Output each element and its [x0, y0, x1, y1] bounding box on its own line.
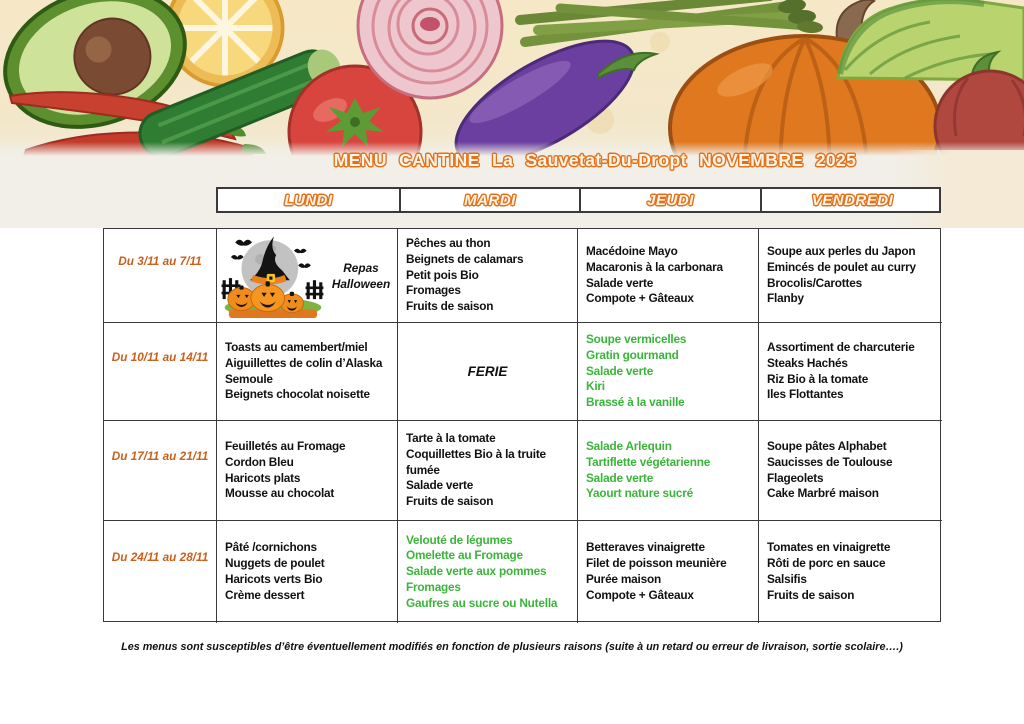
- footer-note: Les menus sont susceptibles d’être évent…: [121, 641, 903, 653]
- menu-cell-jeudi-w4: Betteraves vinaigrette Filet de poisson …: [578, 521, 759, 623]
- menu-cell-jeudi-w1: Macédoine Mayo Macaronis à la carbonara …: [578, 229, 759, 323]
- menu-cell-lundi-w3: Feuilletés au Fromage Cordon Bleu Harico…: [217, 421, 398, 521]
- day-header-vendredi: VENDREDI: [760, 189, 943, 211]
- menu-cell-vendredi-w1: Soupe aux perles du Japon Emincés de pou…: [759, 229, 942, 323]
- header-illustration: [0, 0, 1024, 228]
- vegetables-banner-illustration: [0, 0, 1024, 156]
- lettuce-illustration: [836, 0, 1024, 82]
- menu-cell-vendredi-w4: Tomates en vinaigrette Rôti de porc en s…: [767, 540, 891, 602]
- red-pepper-illustration: [933, 50, 1024, 156]
- page-title: MENU CANTINE La Sauvetat-Du-Dropt NOVEMB…: [333, 150, 857, 170]
- eggplant-illustration: [454, 39, 660, 156]
- day-header-row: LUNDI MARDI JEUDI VENDREDI: [216, 187, 941, 213]
- menu-cell-jeudi-w2: Soupe vermicelles Gratin gourmand Salade…: [578, 323, 759, 421]
- menu-table: Du 3/11 au 7/11: [103, 228, 942, 623]
- menu-cell-vendredi-w3: Soupe pâtes Alphabet Saucisses de Toulou…: [759, 421, 942, 521]
- day-header-mardi: MARDI: [399, 189, 579, 211]
- halloween-party-icon: [220, 233, 326, 318]
- menu-cell-vendredi-w2: Assortiment de charcuterie Steaks Hachés…: [759, 323, 942, 421]
- week-date-label: Du 17/11 au 21/11: [104, 421, 217, 521]
- asparagus-illustration: [515, 0, 823, 47]
- week-date-label: Du 10/11 au 14/11: [104, 323, 217, 421]
- menu-cell-mardi-w1: Pêches au thon Beignets de calamars Peti…: [398, 229, 578, 323]
- menu-cell-halloween: Repas Halloween: [217, 229, 398, 323]
- menu-cell-lundi-w2: Toasts au camembert/miel Aiguillettes de…: [217, 323, 398, 421]
- day-header-lundi: LUNDI: [284, 191, 333, 209]
- halloween-caption: Repas Halloween: [331, 260, 391, 291]
- menu-cell-ferie: FERIE: [398, 323, 578, 421]
- onion-slice-illustration: [356, 0, 504, 100]
- lemon-slice-illustration: [165, 0, 285, 88]
- week-date-label: Du 24/11 au 28/11: [104, 521, 217, 623]
- menu-cell-mardi-w3: Tarte à la tomate Coquillettes Bio à la …: [398, 421, 578, 521]
- day-header-jeudi: JEUDI: [579, 189, 760, 211]
- menu-cell-lundi-w4: Pâté /cornichons Nuggets de poulet Haric…: [217, 521, 398, 623]
- menu-cell-mardi-w4: Velouté de légumes Omelette au Fromage S…: [398, 521, 578, 623]
- tomato-illustration: [287, 64, 423, 156]
- week-date-label: Du 3/11 au 7/11: [104, 229, 217, 323]
- menu-cell-jeudi-w3: Salade Arlequin Tartiflette végétarienne…: [578, 421, 759, 521]
